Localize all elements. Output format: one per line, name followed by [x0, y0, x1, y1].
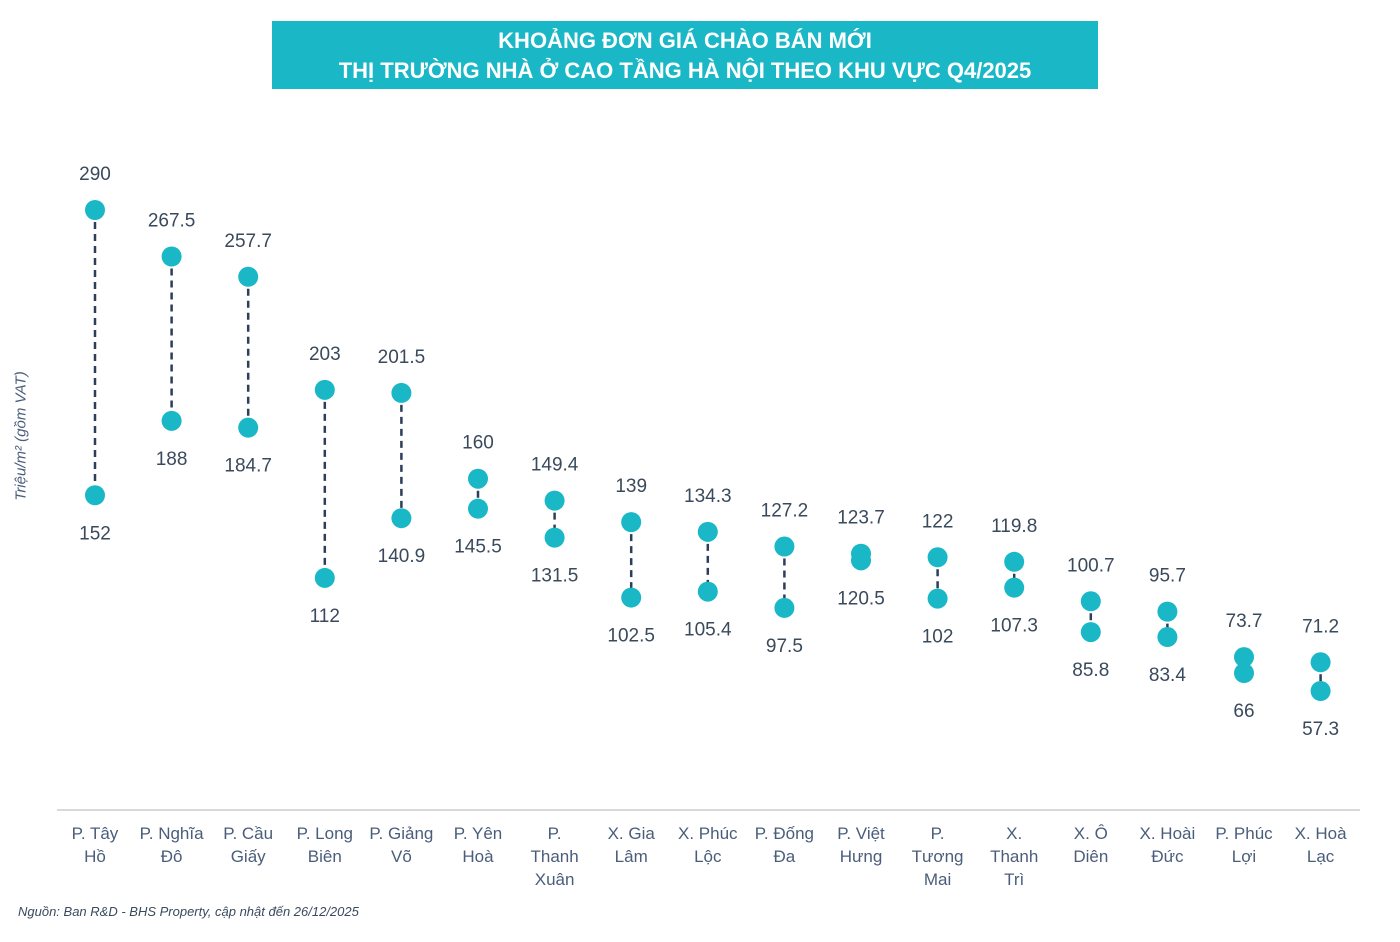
category-label: P. Yên Hoà [454, 824, 503, 866]
max-dot [621, 512, 642, 533]
max-dot [774, 536, 795, 557]
max-value-label: 203 [309, 344, 341, 365]
min-dot [927, 588, 948, 609]
category-label: P. Cầu Giấy [223, 824, 273, 866]
max-dot [544, 490, 565, 511]
min-value-label: 83.4 [1149, 665, 1186, 686]
category-label: P. Giảng Võ [369, 824, 433, 866]
max-dot [85, 200, 105, 220]
min-dot [1157, 627, 1178, 648]
max-value-label: 119.8 [991, 516, 1037, 537]
min-dot [238, 417, 259, 438]
max-dot [391, 382, 412, 403]
max-dot [468, 468, 488, 489]
min-dot [161, 410, 182, 431]
max-value-label: 100.7 [1067, 555, 1115, 576]
min-value-label: 57.3 [1302, 719, 1339, 740]
range-dot-chart: 290 152 P. Tây Hồ 267.5 188 P. Nghĩa Đô 257.7 184… [57, 164, 1360, 889]
min-dot [774, 597, 795, 618]
max-value-label: 201.5 [378, 347, 426, 368]
category-label: P. Tây Hồ [72, 824, 119, 866]
category-label: X. Hoà Lạc [1295, 824, 1348, 866]
max-value-label: 123.7 [837, 508, 885, 529]
max-dot [314, 379, 335, 400]
max-dot [1310, 652, 1331, 673]
min-dot [468, 498, 488, 519]
max-value-label: 257.7 [224, 231, 272, 252]
category-label: P. Phúc Lợi [1215, 824, 1273, 866]
min-dot [1310, 681, 1331, 701]
min-dot [314, 567, 335, 588]
min-dot [697, 581, 718, 602]
min-dot [544, 527, 565, 548]
category-label: P. Thanh Xuân [530, 824, 578, 889]
min-value-label: 105.4 [684, 620, 732, 641]
min-value-label: 97.5 [766, 636, 803, 657]
min-dot [85, 485, 105, 506]
max-value-label: 122 [922, 511, 954, 532]
max-value-label: 134.3 [684, 486, 732, 507]
max-value-label: 139 [615, 476, 647, 497]
max-dot [1157, 601, 1178, 622]
category-label: X. Hoài Đức [1140, 824, 1196, 866]
min-value-label: 131.5 [531, 566, 579, 587]
min-dot [851, 550, 871, 571]
category-label: X. Ô Diên [1073, 824, 1108, 866]
max-value-label: 95.7 [1149, 566, 1186, 587]
min-dot [1004, 577, 1025, 598]
max-value-label: 267.5 [148, 211, 196, 232]
max-dot [1234, 647, 1254, 668]
chart-title: KHOẢNG ĐƠN GIÁ CHÀO BÁN MỚI THỊ TRƯỜNG N… [272, 21, 1098, 89]
min-dot [391, 508, 412, 529]
min-value-label: 140.9 [378, 546, 426, 567]
min-value-label: 152 [79, 523, 111, 544]
category-label: X. Gia Lâm [608, 824, 656, 866]
max-value-label: 149.4 [531, 455, 579, 476]
source-note: Nguồn: Ban R&D - BHS Property, cập nhật … [18, 904, 359, 919]
min-value-label: 145.5 [454, 537, 502, 558]
category-label: P. Tương Mai [912, 824, 964, 889]
chart-title-line-1: KHOẢNG ĐƠN GIÁ CHÀO BÁN MỚI [498, 28, 872, 53]
min-value-label: 120.5 [837, 588, 885, 609]
max-dot [238, 266, 259, 287]
min-dot [1234, 663, 1254, 684]
min-value-label: 107.3 [990, 616, 1038, 637]
max-value-label: 127.2 [761, 501, 809, 522]
category-label: X. Phúc Lộc [678, 824, 738, 866]
min-value-label: 184.7 [224, 456, 272, 477]
min-value-label: 188 [156, 449, 188, 470]
category-label: P. Long Biên [297, 824, 353, 866]
min-value-label: 112 [310, 606, 340, 627]
max-dot [1080, 591, 1101, 612]
category-label: P. Đống Đa [755, 824, 814, 866]
max-dot [697, 521, 718, 542]
category-label: P. Việt Hưng [837, 824, 885, 866]
min-value-label: 85.8 [1072, 660, 1109, 681]
max-dot [927, 547, 948, 568]
chart-title-line-2: THỊ TRƯỜNG NHÀ Ở CAO TẦNG HÀ NỘI THEO KH… [338, 58, 1032, 83]
max-value-label: 71.2 [1302, 616, 1339, 637]
min-value-label: 102.5 [607, 626, 655, 647]
category-label: X. Thanh Trì [990, 824, 1038, 889]
min-dot [1080, 622, 1101, 643]
max-dot [1004, 551, 1025, 572]
min-value-label: 102 [922, 627, 954, 648]
max-value-label: 160 [462, 433, 494, 454]
min-dot [621, 587, 642, 608]
category-label: P. Nghĩa Đô [140, 824, 205, 866]
min-value-label: 66 [1233, 701, 1254, 722]
max-value-label: 290 [79, 164, 111, 185]
max-dot [161, 246, 182, 267]
max-value-label: 73.7 [1226, 611, 1263, 632]
